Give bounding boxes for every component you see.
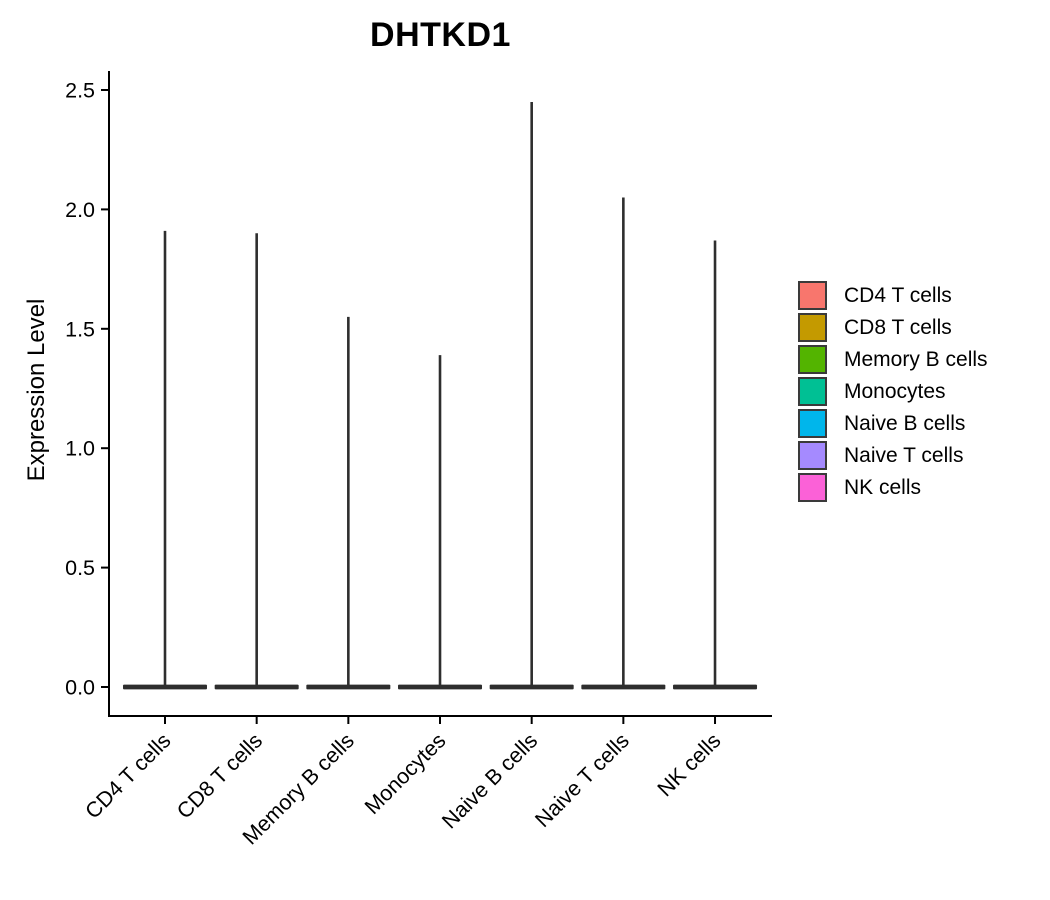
legend-item: CD4 T cells — [798, 281, 988, 310]
x-tick-label: CD4 T cells — [81, 729, 176, 824]
y-tick-label: 1.5 — [65, 317, 95, 341]
legend-key-swatch — [798, 313, 827, 342]
legend-label: CD8 T cells — [844, 315, 952, 339]
y-tick-label: 0.0 — [65, 676, 95, 700]
legend-key-swatch — [798, 473, 827, 502]
legend-key-swatch — [798, 409, 827, 438]
y-tick-label: 0.5 — [65, 556, 95, 580]
legend-key-swatch — [798, 377, 827, 406]
legend: CD4 T cells CD8 T cells Memory B cells Mono… — [798, 281, 988, 502]
violin-base — [214, 684, 299, 690]
legend-label: CD4 T cells — [844, 283, 952, 307]
legend-key-swatch — [798, 281, 827, 310]
y-tick-label: 2.0 — [65, 198, 95, 222]
legend-label: Naive B cells — [844, 411, 966, 435]
legend-key-swatch — [798, 441, 827, 470]
legend-item: Monocytes — [798, 377, 988, 406]
legend-label: Monocytes — [844, 379, 946, 403]
violin-base — [581, 684, 666, 690]
x-tick-label: NK cells — [653, 729, 726, 802]
legend-item: Memory B cells — [798, 345, 988, 374]
legend-item: Naive B cells — [798, 409, 988, 438]
legend-label: NK cells — [844, 475, 922, 499]
violin-base — [306, 684, 391, 690]
plot-title: DHTKD1 — [370, 16, 511, 54]
y-tick-label: 1.0 — [65, 437, 95, 461]
legend-label: Memory B cells — [844, 347, 988, 371]
legend-item: NK cells — [798, 473, 988, 502]
legend-item: Naive T cells — [798, 441, 988, 470]
violin-base — [398, 684, 483, 690]
violin-base — [123, 684, 207, 690]
x-tick-label: CD8 T cells — [172, 729, 267, 824]
x-tick-label: Monocytes — [360, 729, 450, 819]
legend-item: CD8 T cells — [798, 313, 988, 342]
legend-key-swatch — [798, 345, 827, 374]
violin-base — [489, 684, 574, 690]
x-tick-label: Naive B cells — [437, 729, 542, 834]
legend-label: Naive T cells — [844, 443, 964, 467]
x-tick-label: Naive T cells — [530, 729, 633, 832]
violin-base — [673, 684, 758, 690]
y-tick-label: 2.5 — [65, 79, 95, 103]
